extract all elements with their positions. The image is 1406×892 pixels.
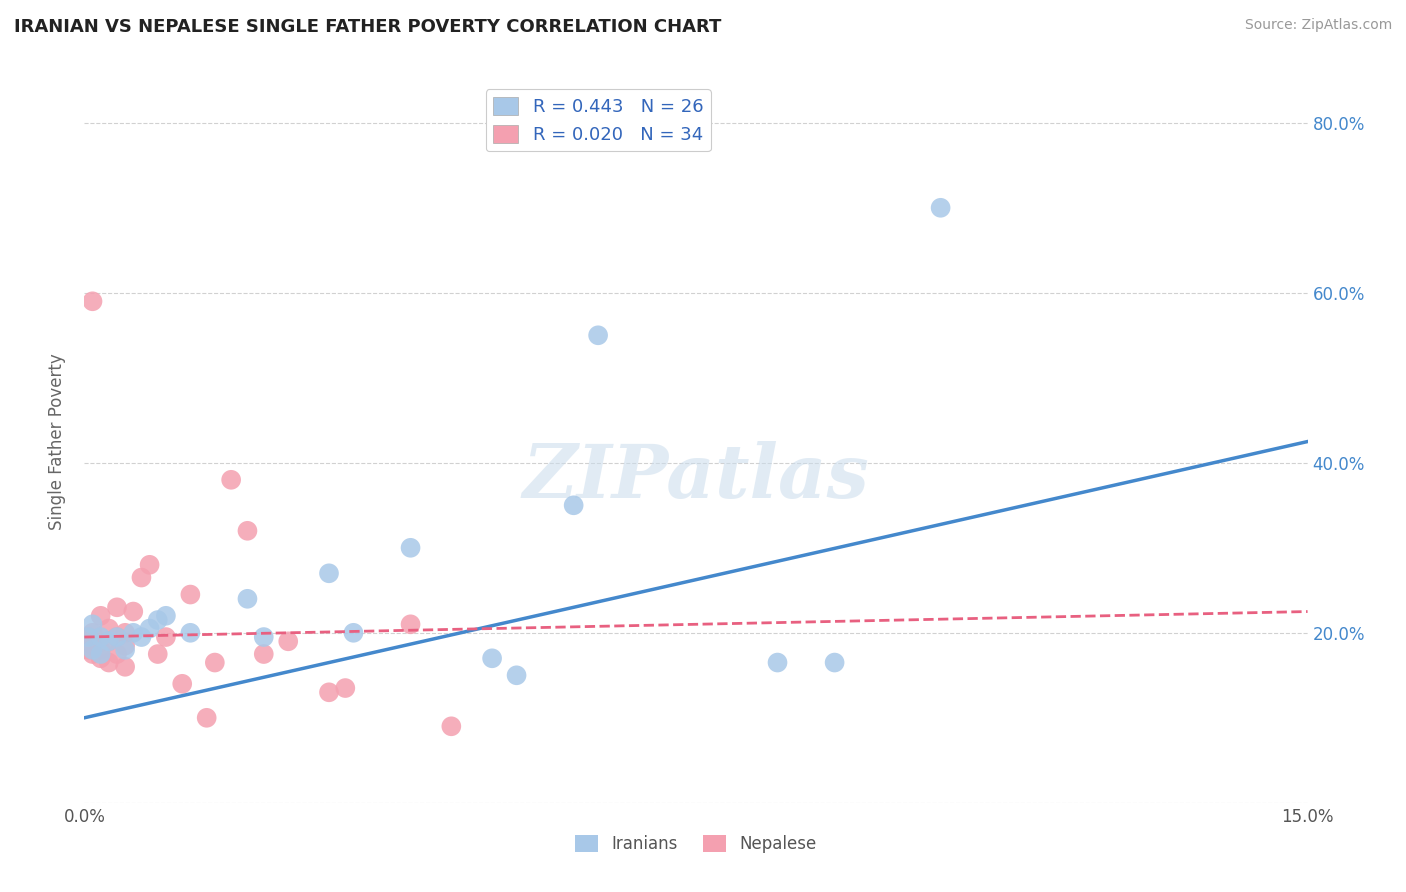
Point: [440, 719, 463, 733]
Point: [399, 541, 422, 555]
Point: [824, 656, 846, 670]
Point: [97, 634, 120, 648]
Point: [82, 625, 104, 640]
Y-axis label: Single Father Poverty: Single Father Poverty: [48, 353, 66, 530]
Point: [562, 498, 585, 512]
Point: [90, 630, 112, 644]
Point: [90, 642, 112, 657]
Point: [335, 681, 357, 695]
Point: [114, 639, 136, 653]
Legend: Iranians, Nepalese: Iranians, Nepalese: [568, 828, 824, 860]
Point: [766, 656, 789, 670]
Point: [82, 294, 104, 309]
Point: [97, 656, 120, 670]
Point: [122, 625, 145, 640]
Point: [253, 647, 276, 661]
Point: [77, 642, 100, 657]
Point: [929, 201, 952, 215]
Point: [179, 625, 201, 640]
Point: [131, 630, 153, 644]
Point: [146, 647, 169, 661]
Point: [399, 617, 422, 632]
Point: [253, 630, 276, 644]
Point: [277, 634, 299, 648]
Point: [105, 630, 128, 644]
Point: [318, 566, 340, 581]
Point: [204, 656, 226, 670]
Text: Source: ZipAtlas.com: Source: ZipAtlas.com: [1244, 18, 1392, 32]
Point: [138, 622, 160, 636]
Point: [155, 608, 177, 623]
Point: [155, 630, 177, 644]
Point: [82, 617, 104, 632]
Point: [97, 634, 120, 648]
Point: [138, 558, 160, 572]
Point: [77, 630, 100, 644]
Point: [82, 647, 104, 661]
Text: IRANIAN VS NEPALESE SINGLE FATHER POVERTY CORRELATION CHART: IRANIAN VS NEPALESE SINGLE FATHER POVERT…: [14, 18, 721, 36]
Point: [179, 588, 201, 602]
Point: [105, 630, 128, 644]
Point: [114, 660, 136, 674]
Point: [236, 591, 259, 606]
Point: [122, 605, 145, 619]
Point: [97, 622, 120, 636]
Point: [586, 328, 609, 343]
Point: [90, 651, 112, 665]
Point: [318, 685, 340, 699]
Point: [90, 608, 112, 623]
Point: [131, 570, 153, 584]
Point: [146, 613, 169, 627]
Point: [505, 668, 527, 682]
Point: [481, 651, 503, 665]
Point: [105, 600, 128, 615]
Point: [236, 524, 259, 538]
Point: [195, 711, 218, 725]
Point: [105, 647, 128, 661]
Point: [82, 639, 104, 653]
Point: [342, 625, 364, 640]
Point: [172, 677, 194, 691]
Point: [114, 642, 136, 657]
Point: [77, 630, 100, 644]
Point: [114, 625, 136, 640]
Point: [219, 473, 242, 487]
Point: [82, 642, 104, 657]
Point: [90, 647, 112, 661]
Text: ZIPatlas: ZIPatlas: [523, 442, 869, 514]
